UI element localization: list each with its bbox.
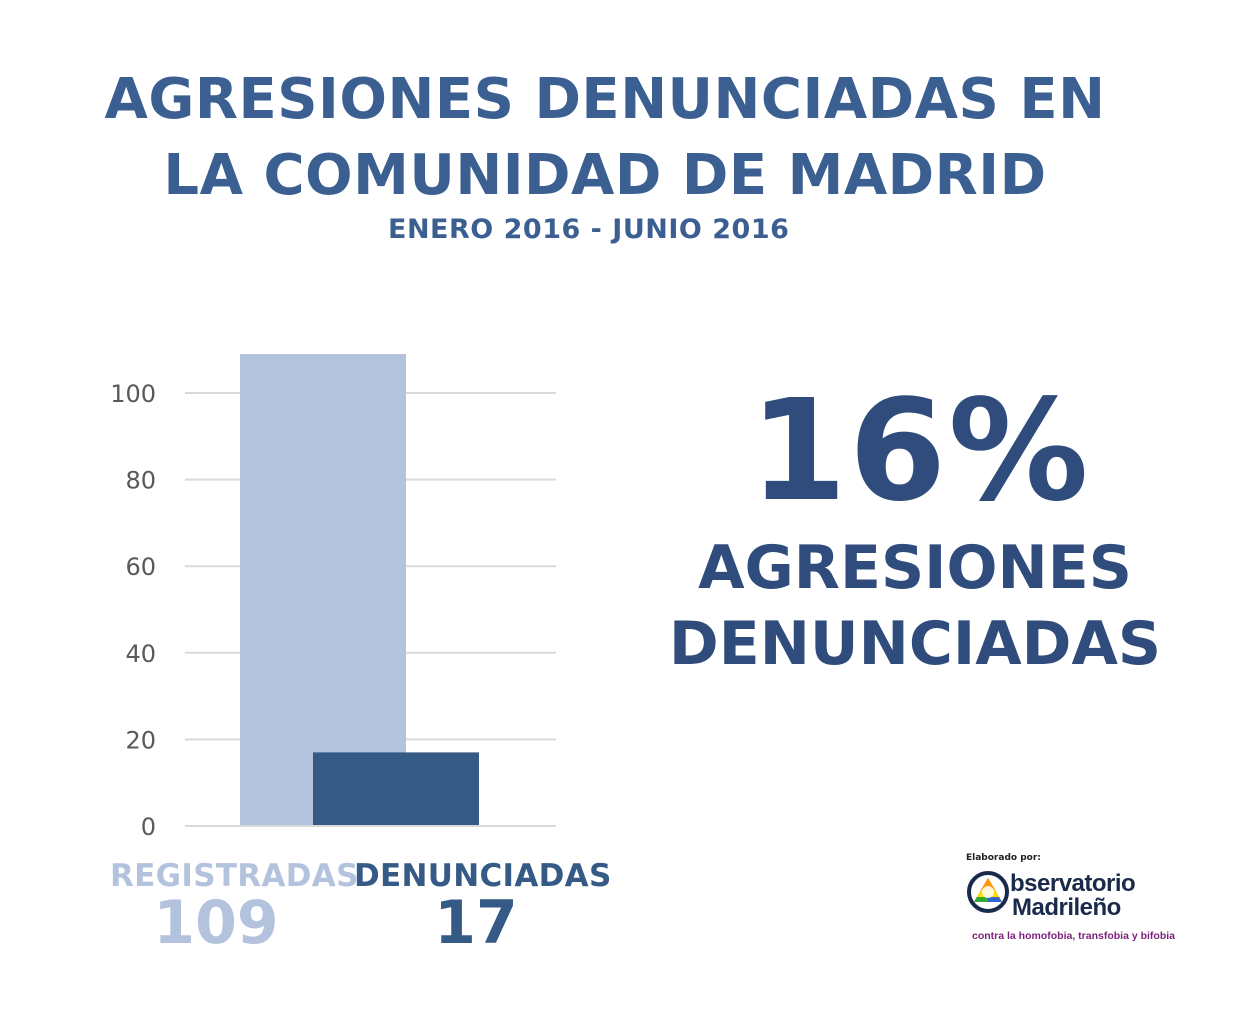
logo-name-line-2: Madrileño — [1012, 894, 1121, 921]
logo-name-line-1: bservatorio — [1010, 870, 1136, 897]
bar-chart: 0 20 40 60 80 100 — [110, 354, 556, 841]
bar-registradas — [240, 354, 406, 826]
y-tick-label: 40 — [125, 640, 156, 668]
percent-caption: AGRESIONES DENUNCIADAS — [640, 530, 1190, 682]
value-label-denunciadas: 17 — [434, 888, 518, 958]
category-label-denunciadas: DENUNCIADAS — [354, 858, 612, 894]
y-tick-label: 20 — [125, 726, 156, 754]
chart-title: AGRESIONES DENUNCIADAS EN LA COMUNIDAD D… — [0, 62, 1210, 214]
category-label-registradas: REGISTRADAS — [110, 858, 359, 894]
bar-denunciadas — [313, 752, 479, 826]
percent-highlight: 16% — [749, 370, 1091, 533]
y-tick-label: 80 — [125, 467, 156, 495]
percent-caption-line-1: AGRESIONES — [698, 533, 1132, 603]
credit-label: Elaborado por: — [966, 853, 1041, 863]
y-tick-label: 100 — [110, 380, 156, 408]
chart-subtitle: ENERO 2016 - JUNIO 2016 — [388, 214, 790, 245]
title-line-1: AGRESIONES DENUNCIADAS EN — [104, 67, 1106, 132]
value-label-registradas: 109 — [153, 888, 279, 958]
percent-caption-line-2: DENUNCIADAS — [668, 609, 1162, 679]
observatorio-logo: bservatorio Madrileño contra la homofobi… — [966, 868, 1175, 948]
y-tick-label: 60 — [125, 553, 156, 581]
y-tick-label: 0 — [141, 813, 156, 841]
observatorio-emblem-icon — [967, 871, 1009, 913]
title-line-2: LA COMUNIDAD DE MADRID — [163, 143, 1047, 208]
logo-tagline: contra la homofobia, transfobia y bifobi… — [972, 930, 1176, 942]
